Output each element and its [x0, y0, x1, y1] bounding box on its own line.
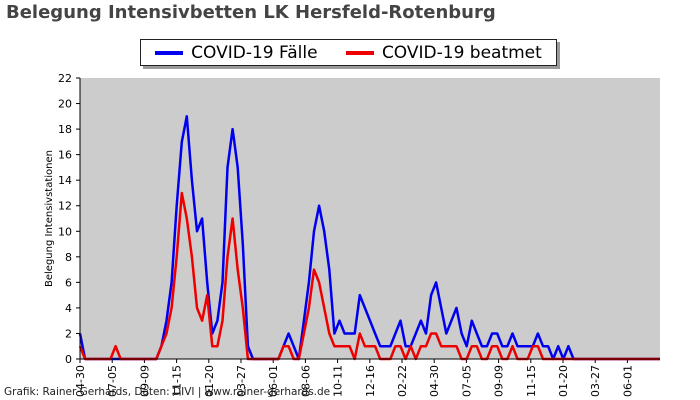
- x-tick-label-1: 07-05: [106, 365, 119, 397]
- x-tick-label-13: 09-09: [493, 365, 506, 397]
- legend: COVID-19 Fälle COVID-19 beatmet: [140, 39, 557, 66]
- x-tick-label-4: 01-20: [203, 365, 216, 397]
- y-tick-label-3: 6: [65, 276, 72, 289]
- x-tick-label-0: 04-30: [74, 365, 87, 397]
- legend-label-faelle: COVID-19 Fälle: [191, 42, 318, 63]
- legend-item-faelle: COVID-19 Fälle: [155, 42, 318, 63]
- y-tick-label-2: 4: [65, 302, 72, 315]
- y-axis-label: Belegung Intensivstationen: [44, 150, 55, 287]
- x-tick-label-3: 11-15: [171, 365, 184, 397]
- x-tick-label-8: 10-11: [332, 365, 345, 397]
- y-tick-label-5: 10: [58, 225, 72, 238]
- x-tick-label-2: 09-09: [138, 365, 151, 397]
- y-tick-label-9: 18: [58, 123, 72, 136]
- y-tick-label-11: 22: [58, 72, 72, 85]
- y-tick-label-4: 8: [65, 251, 72, 264]
- y-tick-label-6: 12: [58, 200, 72, 213]
- x-tick-label-11: 04-30: [428, 365, 441, 397]
- y-tick-label-10: 20: [58, 98, 72, 111]
- legend-item-beatmet: COVID-19 beatmet: [345, 42, 542, 63]
- x-tick-label-10: 02-22: [396, 365, 409, 397]
- y-tick-label-1: 2: [65, 327, 72, 340]
- x-tick-label-6: 06-01: [267, 365, 280, 397]
- credit-text: Grafik: Rainer Gerhards, Daten: DIVI | w…: [4, 386, 331, 398]
- x-tick-label-7: 08-06: [299, 365, 312, 397]
- x-tick-label-14: 11-15: [525, 365, 538, 397]
- x-tick-label-17: 06-01: [621, 365, 634, 397]
- y-tick-label-0: 0: [65, 353, 72, 366]
- y-tick-label-8: 16: [58, 149, 72, 162]
- x-tick-label-5: 03-27: [235, 365, 248, 397]
- legend-swatch-faelle: [155, 50, 184, 55]
- legend-swatch-beatmet: [345, 50, 374, 55]
- x-tick-label-9: 12-16: [364, 365, 377, 397]
- chart-title: Belegung Intensivbetten LK Hersfeld-Rote…: [6, 2, 496, 23]
- x-tick-label-16: 03-27: [589, 365, 602, 397]
- x-tick-label-15: 01-20: [557, 365, 570, 397]
- x-tick-label-12: 07-05: [460, 365, 473, 397]
- y-tick-label-7: 14: [58, 174, 72, 187]
- legend-label-beatmet: COVID-19 beatmet: [381, 42, 542, 63]
